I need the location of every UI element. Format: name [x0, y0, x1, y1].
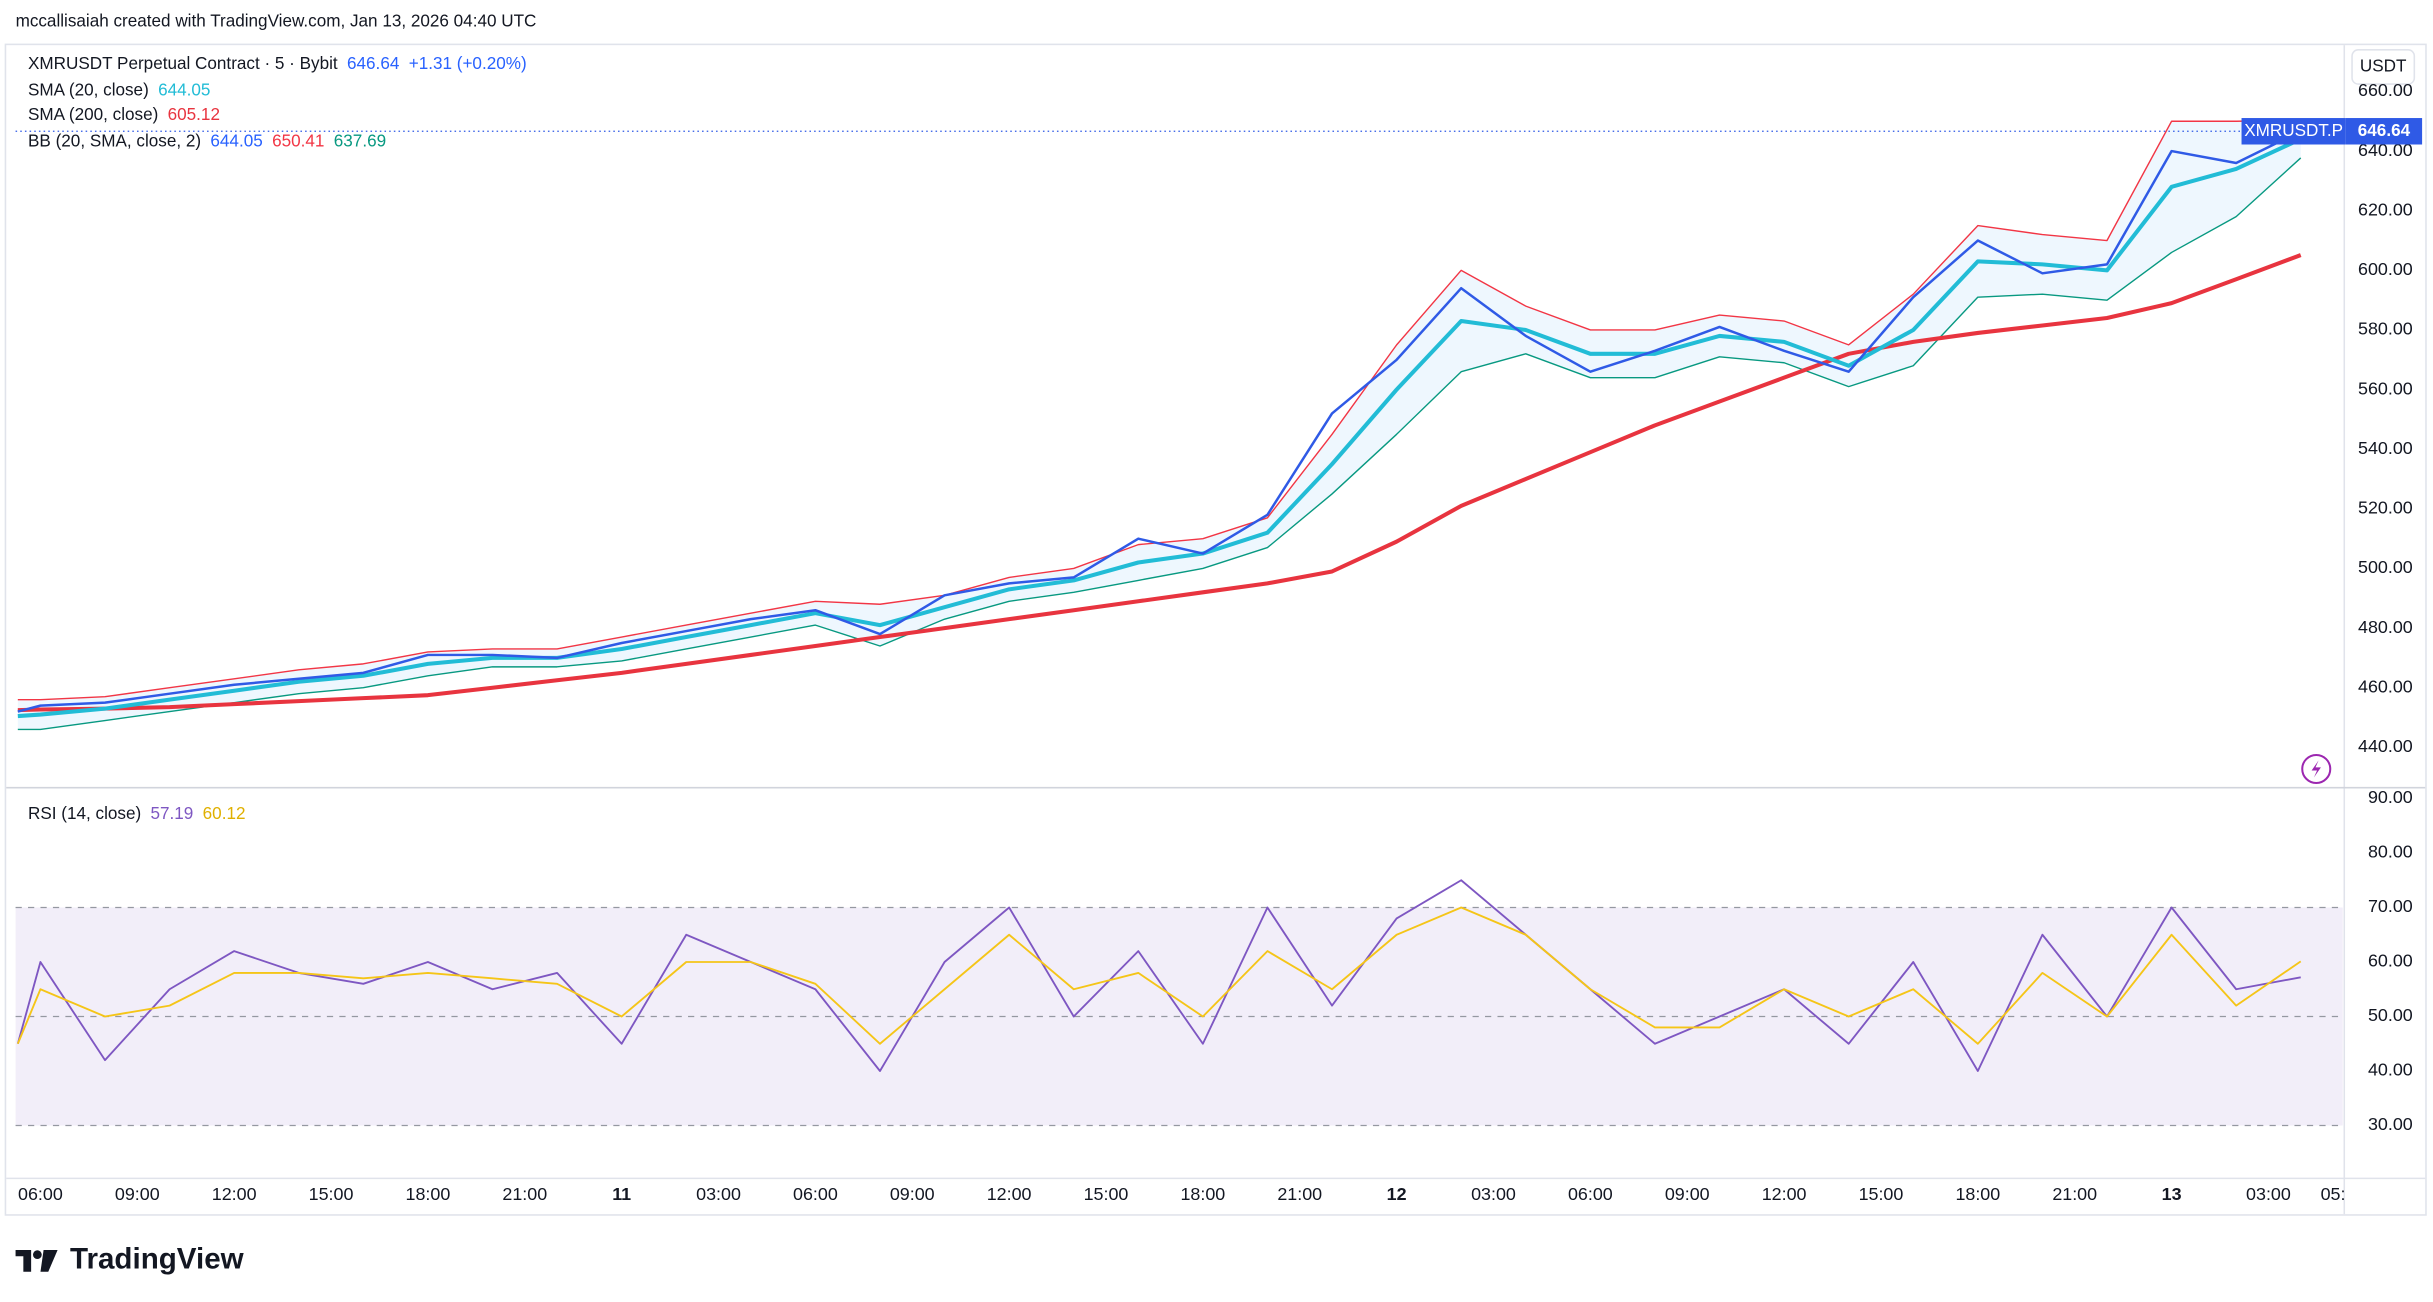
y-tick-label: 500.00 — [2358, 557, 2413, 577]
legend-value: 644.05 — [210, 131, 262, 150]
y-tick-label: 80.00 — [2368, 842, 2413, 862]
plots — [15, 119, 2343, 1127]
x-tick-label: 03:00 — [2246, 1184, 2291, 1204]
logo-mark — [40, 1249, 58, 1272]
y-tick-label: 540.00 — [2358, 438, 2413, 458]
bb-lower — [17, 157, 2302, 731]
legend-value: 60.12 — [203, 804, 246, 823]
legend-name: SMA (200, close) — [28, 105, 158, 124]
y-tick-label: 50.00 — [2368, 1005, 2413, 1025]
y-tick-label: 660.00 — [2358, 80, 2413, 100]
x-tick-label: 09:00 — [115, 1184, 160, 1204]
legend-value: 605.12 — [168, 105, 220, 124]
y-tick-label: 600.00 — [2358, 259, 2413, 279]
y-tick-label: 480.00 — [2358, 617, 2413, 637]
x-tick-label: 12:00 — [987, 1184, 1032, 1204]
legend-row: RSI (14, close) 57.19 60.12 — [28, 804, 245, 823]
price-line — [17, 137, 2302, 719]
rsi-line — [16, 879, 2301, 1072]
bb-upper — [17, 119, 2301, 701]
legend-value: 646.64 — [347, 53, 400, 72]
x-tick-label: 12:00 — [212, 1184, 257, 1204]
x-tick-label: 12:00 — [1762, 1184, 1807, 1204]
brand: TradingView — [70, 1243, 245, 1276]
x-tick-label: 05: — [2321, 1184, 2346, 1204]
x-tick-label: 06:00 — [18, 1184, 63, 1204]
legend-name: RSI (14, close) — [28, 804, 141, 823]
alert-icon[interactable] — [2301, 753, 2332, 785]
legend-name: XMRUSDT Perpetual Contract · 5 · Bybit — [28, 53, 338, 72]
x-tick-label: 21:00 — [1277, 1184, 1322, 1204]
price-line — [17, 130, 2302, 713]
rsi-line — [16, 906, 2302, 1045]
legend-name: BB (20, SMA, close, 2) — [28, 131, 201, 150]
x-tick-label: 09:00 — [890, 1184, 935, 1204]
alert-icon-bolt — [2311, 760, 2321, 778]
y-tick-label: 90.00 — [2368, 787, 2413, 807]
legend-value: 650.41 — [272, 131, 324, 150]
x-tick-label: 21:00 — [2052, 1184, 2097, 1204]
currency[interactable]: USDT — [2360, 56, 2407, 75]
x-tick-label: 03:00 — [696, 1184, 741, 1204]
y-tick-label: 40.00 — [2368, 1060, 2413, 1080]
price-badge: 646.64 — [2358, 121, 2411, 140]
legend-name: SMA (20, close) — [28, 80, 149, 99]
x-tick-label: 15:00 — [309, 1184, 354, 1204]
x-tick-label: 18:00 — [1955, 1184, 2000, 1204]
price-badge-bg — [2345, 118, 2423, 145]
x-tick-label: 21:00 — [502, 1184, 547, 1204]
x-tick-label: 15:00 — [1084, 1184, 1129, 1204]
symbol-badge-bg — [2241, 118, 2346, 145]
legend-value: 57.19 — [151, 804, 194, 823]
x-tick-label: 03:00 — [1471, 1184, 1516, 1204]
x-tick-label: 09:00 — [1665, 1184, 1710, 1204]
frame — [4, 43, 2427, 1216]
y-tick-label: 620.00 — [2358, 199, 2413, 219]
x-tick-label: 13 — [2162, 1184, 2182, 1204]
legend-value: 644.05 — [158, 80, 210, 99]
y-tick-label: 560.00 — [2358, 378, 2413, 398]
y-tick-label: 30.00 — [2368, 1114, 2413, 1134]
legend-value: +1.31 (+0.20%) — [409, 53, 527, 72]
legend-row: SMA (200, close) 605.12 — [28, 105, 220, 124]
x-tick-label: 06:00 — [1568, 1184, 1613, 1204]
legend-row: BB (20, SMA, close, 2) 644.05 650.41 637.69 — [28, 131, 386, 150]
y-tick-label: 520.00 — [2358, 498, 2413, 518]
logo-mark — [33, 1250, 42, 1260]
currency-box[interactable] — [2351, 49, 2416, 85]
y-tick-label: 440.00 — [2358, 736, 2413, 756]
x-tick-label: 18:00 — [406, 1184, 451, 1204]
attribution: mccallisaiah created with TradingView.co… — [16, 11, 537, 30]
symbol-badge: XMRUSDT.P — [2244, 121, 2343, 140]
x-tick-label: 18:00 — [1180, 1184, 1225, 1204]
x-tick-label: 12 — [1387, 1184, 1407, 1204]
x-tick-label: 15:00 — [1859, 1184, 1904, 1204]
y-tick-label: 580.00 — [2358, 319, 2413, 339]
legend-row: XMRUSDT Perpetual Contract · 5 · Bybit 64… — [28, 53, 527, 72]
y-tick-label: 640.00 — [2358, 140, 2413, 160]
y-tick-label: 70.00 — [2368, 896, 2413, 916]
y-tick-label: 460.00 — [2358, 676, 2413, 696]
legend-value: 637.69 — [334, 131, 386, 150]
y-tick-label: 60.00 — [2368, 951, 2413, 971]
x-tick-label: 11 — [612, 1184, 631, 1204]
price-line — [17, 253, 2302, 713]
legend-row: SMA (20, close) 644.05 — [28, 80, 210, 99]
x-tick-label: 06:00 — [793, 1184, 838, 1204]
